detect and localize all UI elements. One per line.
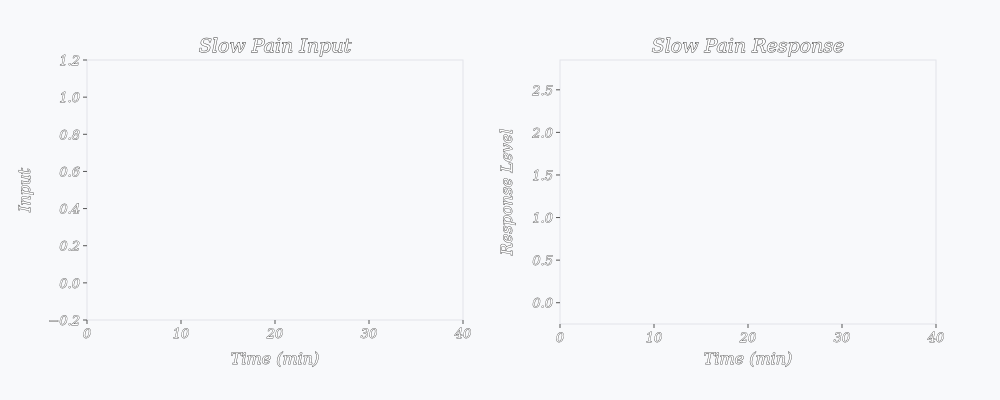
chart-input-xtick-label: 30 <box>361 327 378 342</box>
chart-response-xtick-label: 0 <box>556 331 564 346</box>
chart-input-ytick-label: 1.2 <box>59 54 80 69</box>
chart-input-xtick-label: 20 <box>266 327 284 342</box>
chart-response-plot-area <box>559 59 937 325</box>
chart-response-xtick-label: 10 <box>646 331 663 346</box>
chart-input-xtick-label: 10 <box>173 327 190 342</box>
chart-input-ytick-label: 1.0 <box>59 91 80 106</box>
chart-response-ylabel: Response Level <box>497 129 516 256</box>
chart-response-ytick-label: 0.0 <box>532 297 553 312</box>
chart-input-ytick-label: 0.4 <box>59 203 80 218</box>
chart-input-plot-area <box>86 59 464 321</box>
chart-input-xlabel: Time (min) <box>231 349 320 368</box>
chart-input-ylabel: Input <box>15 168 34 213</box>
chart-response-xtick-label: 20 <box>739 331 757 346</box>
chart-input: Slow Pain Input Time (min) Input 0 10 20 30 40 −… <box>15 35 472 369</box>
chart-response-title: Slow Pain Response <box>652 35 845 57</box>
chart-response-ytick-label: 1.0 <box>532 212 553 227</box>
chart-input-title: Slow Pain Input <box>199 35 352 57</box>
chart-input-ytick-label: −0.2 <box>48 314 80 329</box>
chart-input-ytick-label: 0.8 <box>59 128 80 143</box>
chart-response-xlabel: Time (min) <box>704 349 793 368</box>
chart-response-ytick-label: 0.5 <box>532 254 553 269</box>
chart-input-ytick-label: 0.2 <box>59 240 80 255</box>
chart-response-xtick-label: 40 <box>927 331 945 346</box>
chart-input-ytick-label: 0.6 <box>59 165 80 180</box>
chart-response-ytick-label: 2.0 <box>531 126 553 141</box>
chart-input-xtick-label: 40 <box>454 327 472 342</box>
chart-response-xtick-label: 30 <box>834 331 851 346</box>
chart-response-ytick-label: 2.5 <box>531 84 553 99</box>
chart-response: Slow Pain Response Time (min) Response Lev… <box>497 35 945 369</box>
chart-input-ytick-label: 0.0 <box>59 277 80 292</box>
chart-response-ytick-label: 1.5 <box>532 169 553 184</box>
chart-input-xtick-label: 0 <box>83 327 91 342</box>
